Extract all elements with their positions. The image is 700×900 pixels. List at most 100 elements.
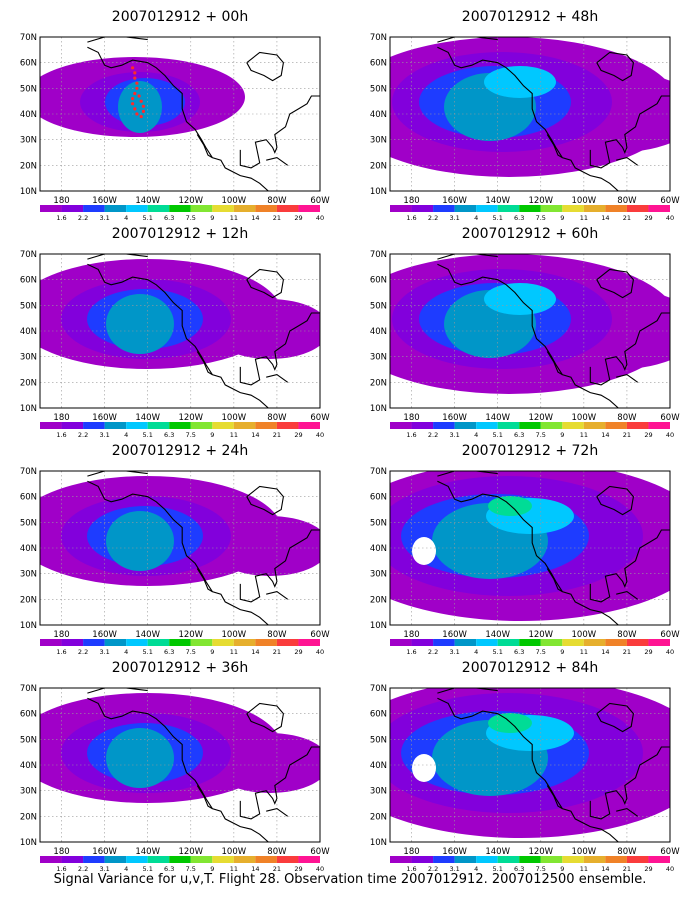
colorbar-swatch [40,856,62,863]
colorbar-swatch [83,422,105,429]
lon-tick-label: 160W [442,196,467,206]
lon-tick-label: 120W [178,847,203,857]
coastline [87,254,320,408]
lon-tick-label: 100W [572,413,597,423]
colorbar-label: 21 [273,648,281,656]
track-point [133,91,137,96]
graticule [390,37,670,191]
colorbar-label: 1.6 [56,431,66,439]
variance-field [390,37,670,177]
lat-tick-label: 70N [370,33,387,43]
colorbar-swatch [298,422,320,429]
colorbar-swatch [390,205,412,212]
map-panel-p36: 2007012912 + 36h 70N 60N 50N 40N 30N 20N 10N 180… [10,656,350,874]
lat-tick-label: 50N [20,518,37,528]
colorbar-swatch [605,205,627,212]
colorbar-swatch [497,422,520,429]
colorbar-label: 14 [601,865,609,873]
lon-tick-label: 80W [617,847,637,857]
graticule [390,688,670,842]
colorbar-swatch [40,422,62,429]
lat-tick-label: 70N [20,250,37,260]
map-frame [389,470,671,626]
colorbar-swatch [390,856,412,863]
lat-tick-label: 10N [370,838,387,848]
colorbar-swatch [190,422,213,429]
lon-tick-label: 180 [53,196,69,206]
lon-tick-label: 180 [403,847,419,857]
contour-level-6 [488,496,532,516]
lat-tick-label: 20N [370,378,387,388]
colorbar-swatch [540,205,563,212]
lat-tick-label: 50N [370,518,387,528]
lat-tick-label: 60N [370,59,387,69]
lat-tick-label: 70N [370,467,387,477]
lat-tick-label: 20N [20,595,37,605]
colorbar-label: 7.5 [186,214,196,222]
map-panel-p24: 2007012912 + 24h 70N 60N 50N 40N 30N 20N 10N 180… [10,439,350,657]
lon-tick-label: 120W [178,413,203,423]
track-point [137,94,141,98]
colorbar-swatch [476,856,498,863]
colorbar-swatch [147,639,170,646]
lat-tick-label: 20N [20,161,37,171]
colorbar-label: 3.1 [99,648,109,656]
lon-tick-label: 80W [267,630,287,640]
map-panel-p12: 2007012912 + 12h 70N 60N 50N 40N 30N 20N 10N 180… [10,222,350,440]
colorbar-swatch [276,205,299,212]
panel-title: 2007012912 + 72h [461,443,599,459]
colorbar-label: 11 [230,648,238,656]
colorbar-swatch [233,422,256,429]
colorbar-swatch [626,856,649,863]
colorbar [40,422,320,429]
variance-field [40,57,245,137]
contour-level-4 [106,728,174,788]
lat-tick-label: 70N [20,684,37,694]
lon-tick-label: 180 [53,630,69,640]
track-point [141,104,145,108]
colorbar-swatch [497,639,520,646]
colorbar-label: 3.1 [449,214,459,222]
colorbar-swatch [104,856,127,863]
lon-tick-label: 100W [222,413,247,423]
lon-tick-label: 160W [442,847,467,857]
lat-tick-label: 30N [370,136,387,146]
colorbar-swatch [605,856,627,863]
map-frame [389,253,671,409]
lon-tick-label: 120W [528,630,553,640]
colorbar-label: 29 [294,214,302,222]
colorbar-swatch [583,422,606,429]
colorbar-label: 11 [230,214,238,222]
lon-tick-label: 80W [617,196,637,206]
colorbar-label: 5.1 [143,865,153,873]
variance-field [390,688,670,838]
lon-tick-label: 80W [617,413,637,423]
colorbar-label: 2.2 [78,214,88,222]
contour-level-1-east [210,733,320,793]
colorbar-swatch [540,856,563,863]
colorbar-label: 21 [273,865,281,873]
lat-tick-label: 10N [370,187,387,197]
contour-level-4 [118,81,162,133]
variance-field [40,476,320,586]
colorbar-label: 6.3 [514,865,524,873]
colorbar-swatch [147,205,170,212]
variance-field [390,471,670,621]
coastline [87,471,320,625]
colorbar-label: 4 [474,648,478,656]
lat-tick-label: 50N [370,735,387,745]
lon-tick-label: 160W [442,413,467,423]
colorbar [390,639,670,646]
map-panel-p00: 2007012912 + 00h 70N 60N 50N 40N 30N 20N 10N 180… [10,5,350,223]
colorbar-swatch [255,422,277,429]
map-panel-p84: 2007012912 + 84h 70N 60N 50N 40N 30N 20N 10N 180… [360,656,700,874]
colorbar-swatch [61,422,84,429]
track-point [135,86,139,90]
lon-tick-label: 120W [528,413,553,423]
colorbar-label: 1.6 [56,648,66,656]
colorbar-swatch [648,856,670,863]
coastline [87,37,320,191]
graticule [40,688,320,842]
lon-tick-label: 100W [572,630,597,640]
colorbar-label: 29 [644,214,652,222]
